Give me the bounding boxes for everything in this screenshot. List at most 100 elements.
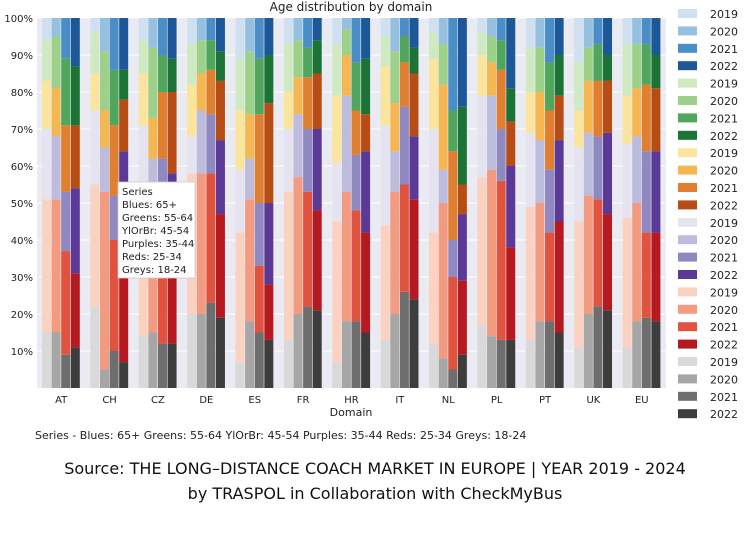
bar-segment — [167, 92, 177, 174]
bar-segment — [148, 18, 158, 48]
legend-swatch — [678, 304, 697, 314]
bar-segment — [603, 55, 613, 81]
bar-segment — [545, 232, 555, 322]
bar-segment — [380, 18, 390, 37]
bar-segment — [187, 84, 197, 137]
bar-segment — [196, 73, 206, 111]
bar-segment — [293, 314, 303, 388]
legend-label: 2019 — [710, 286, 738, 299]
bar-segment — [312, 210, 322, 311]
bar-segment — [651, 55, 661, 89]
bar-segment — [574, 221, 584, 348]
bar-segment — [651, 88, 661, 152]
bar-segment — [380, 125, 390, 226]
y-tick-label: 90% — [11, 51, 33, 62]
bar-segment — [148, 47, 158, 118]
x-tick-label: UK — [586, 395, 600, 406]
inner-legend-entry: Purples: 35-44 — [122, 239, 194, 250]
bar-segment — [487, 36, 497, 63]
bar-segment — [70, 18, 80, 67]
bar-segment — [487, 18, 497, 37]
legend-label: 2019 — [710, 147, 738, 160]
bar-segment — [457, 184, 467, 215]
y-tick-label: 60% — [11, 162, 33, 173]
bar-segment — [332, 18, 342, 44]
bar-segment — [390, 151, 400, 192]
bar-segment — [506, 339, 516, 388]
bar-segment — [603, 80, 613, 133]
bar-segment — [61, 191, 71, 252]
bar-segment — [506, 247, 516, 340]
bar-segment — [496, 339, 506, 388]
bar-segment — [99, 147, 109, 192]
bar-segment — [51, 18, 61, 37]
bar-segment — [332, 221, 342, 363]
bar-segment — [477, 177, 487, 326]
bar-segment — [603, 18, 613, 55]
legend-label: 2019 — [710, 356, 738, 369]
legend-label: 2021 — [710, 391, 738, 404]
bar-segment — [99, 191, 109, 370]
bar-segment — [622, 143, 632, 218]
bar-segment — [622, 43, 632, 96]
bar-segment — [632, 18, 642, 44]
bar-segment — [593, 80, 603, 137]
legend-swatch — [678, 374, 697, 384]
bar-segment — [361, 151, 371, 233]
bar-segment — [341, 55, 351, 96]
bar-segment — [593, 199, 603, 307]
bar-segment — [51, 36, 61, 89]
bar-segment — [641, 232, 651, 318]
bar-segment — [554, 221, 564, 333]
bar-segment — [303, 129, 313, 192]
bar-segment — [351, 321, 361, 388]
bar-segment — [303, 18, 313, 48]
bar-segment — [535, 47, 545, 92]
bar-segment — [167, 232, 177, 344]
bar-segment — [196, 40, 206, 74]
bar-segment — [651, 232, 661, 322]
chart-title: Age distribution by domain — [270, 0, 433, 14]
bar-segment — [457, 280, 467, 355]
bar-segment — [448, 18, 458, 111]
bar-segment — [487, 336, 497, 388]
bar-segment — [138, 18, 148, 41]
bar-segment — [312, 40, 322, 74]
bar-segment — [245, 158, 255, 200]
bar-segment — [380, 36, 390, 67]
legend-swatch — [678, 270, 697, 279]
bar-segment — [206, 302, 216, 388]
legend-label: 2020 — [710, 25, 738, 38]
bar-segment — [380, 339, 390, 388]
bar-segment — [157, 232, 167, 344]
bar-segment — [603, 132, 613, 215]
bar-segment — [312, 129, 322, 211]
bar-segment — [187, 18, 197, 44]
bar-segment — [245, 199, 255, 322]
bar-segment — [41, 80, 51, 129]
bar-segment — [61, 18, 71, 59]
legend-label: 2021 — [710, 43, 738, 56]
stacked-bar-chart: 10% 20% 30% 40% 50% 60% 70% 80% 90% 100% AT CH CZ DE… — [4, 0, 738, 421]
bar-segment — [641, 43, 651, 85]
bar-segment — [351, 18, 361, 63]
legend-swatch — [678, 357, 697, 366]
bar-segment — [651, 321, 661, 388]
legend-swatch — [678, 409, 697, 419]
bar-segment — [245, 321, 255, 388]
bar-segment — [361, 332, 371, 388]
bar-segment — [409, 136, 419, 200]
bar-segment — [545, 321, 555, 388]
bar-segment — [41, 129, 51, 200]
bar-segment — [245, 18, 255, 52]
bar-segment — [99, 110, 109, 148]
bar-segment — [390, 18, 400, 52]
bar-segment — [283, 339, 293, 388]
legend-swatch — [678, 200, 697, 210]
bar-segment — [341, 321, 351, 388]
bar-segment — [429, 129, 439, 233]
x-tick-label: ES — [248, 395, 261, 406]
bar-segment — [496, 180, 506, 340]
bar-segment — [535, 140, 545, 203]
legend-label: 2022 — [710, 408, 738, 421]
